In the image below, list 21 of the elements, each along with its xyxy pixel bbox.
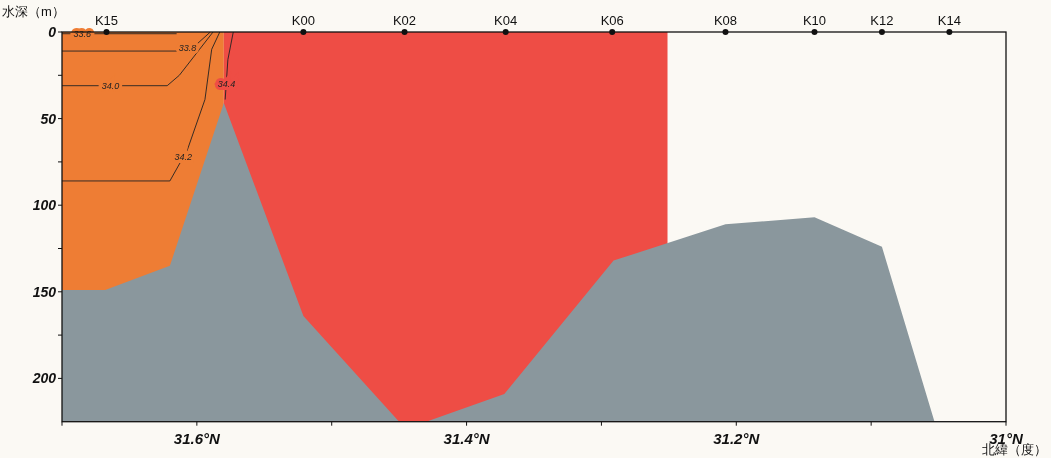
- x-tick-label: 31.2°N: [713, 429, 761, 447]
- annotation: 33.8: [178, 42, 197, 53]
- data-label: K15: [94, 13, 119, 28]
- annotation: 34.2: [174, 151, 193, 162]
- data-label: K12: [870, 13, 894, 28]
- y-tick-label: 150: [32, 283, 57, 300]
- x-tick-label: 31.4°N: [443, 429, 491, 447]
- data-label: K10: [802, 13, 827, 28]
- data-label: K06: [600, 13, 624, 28]
- data-label: K14: [937, 13, 961, 28]
- data-label: K08: [713, 13, 738, 28]
- y-tick-label: 0: [48, 24, 57, 40]
- data-label: K04: [494, 13, 518, 28]
- annotation: 34.4: [217, 78, 236, 89]
- y-tick-label: 200: [31, 370, 57, 387]
- y-axis-title: 水深（m）: [2, 4, 65, 19]
- data-label: K02: [392, 13, 417, 28]
- y-tick-label: 100: [32, 197, 57, 214]
- data-label: K00: [291, 13, 315, 28]
- y-tick-label: 50: [40, 110, 57, 127]
- x-tick-label: 31.6°N: [173, 429, 222, 447]
